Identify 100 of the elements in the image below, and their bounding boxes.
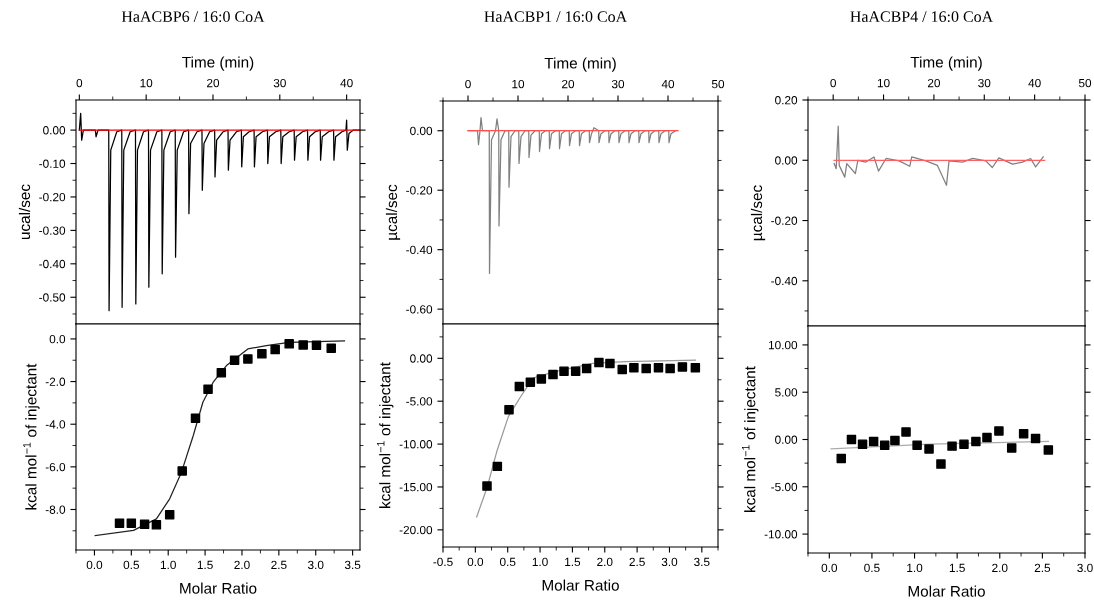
y-axis-title: kcal mol$^{−1}$ of injectant bbox=[23, 363, 40, 510]
point bbox=[959, 439, 969, 449]
point bbox=[270, 344, 280, 355]
chart-title: HaACBP6 / 16:0 CoA bbox=[121, 11, 265, 23]
point bbox=[912, 440, 922, 450]
y-tick-label: -15.00 bbox=[399, 483, 433, 492]
x-tick-label: 0 bbox=[465, 79, 471, 89]
y-tick-label: -10.00 bbox=[764, 530, 798, 539]
y-tick-label: 0.20 bbox=[775, 96, 798, 105]
y-tick-label: -0.20 bbox=[39, 192, 66, 202]
x-axis-title: Time (min) bbox=[910, 56, 982, 71]
x-tick-label: 3.5 bbox=[694, 557, 710, 567]
y-tick-label: -5.00 bbox=[406, 397, 433, 406]
point bbox=[868, 436, 879, 447]
point bbox=[536, 374, 547, 384]
y-tick-label: -20.00 bbox=[399, 525, 433, 535]
point bbox=[229, 355, 240, 365]
y-tick-label: 0.00 bbox=[775, 156, 798, 165]
point bbox=[641, 363, 651, 374]
point bbox=[504, 405, 514, 415]
x-tick-label: 2.0 bbox=[234, 560, 250, 570]
x-tick-label: 10 bbox=[512, 79, 525, 89]
point bbox=[653, 362, 664, 373]
point bbox=[971, 436, 981, 447]
x-tick-label: 0.5 bbox=[123, 560, 140, 570]
point bbox=[901, 427, 911, 437]
point bbox=[629, 362, 639, 373]
y-tick-label: 0.00 bbox=[775, 435, 798, 444]
point bbox=[126, 518, 137, 528]
x-tick-label: 20 bbox=[927, 78, 941, 88]
point bbox=[836, 453, 846, 464]
point bbox=[216, 368, 227, 378]
x-tick-label: 30 bbox=[273, 78, 286, 88]
point bbox=[514, 381, 525, 392]
point bbox=[605, 358, 615, 369]
line-series bbox=[476, 359, 696, 518]
point bbox=[594, 357, 604, 368]
y-tick-label: -0.20 bbox=[406, 186, 433, 195]
x-axis-title: Time (min) bbox=[182, 56, 254, 71]
x-tick-label: 50 bbox=[711, 79, 725, 89]
y-tick-label: -0.50 bbox=[39, 293, 66, 302]
y-tick-label: -0.40 bbox=[771, 276, 798, 286]
y-axis-title: µcal/sec bbox=[385, 184, 401, 240]
point bbox=[617, 364, 627, 375]
x-tick-label: 0 bbox=[76, 78, 83, 88]
y-tick-label: -10.00 bbox=[399, 440, 433, 449]
y-tick-label: -5.00 bbox=[771, 482, 798, 492]
x-tick-label: 0.5 bbox=[864, 563, 880, 573]
point bbox=[890, 435, 900, 446]
point bbox=[1006, 443, 1017, 453]
x-axis-title: Molar Ratio bbox=[542, 579, 619, 591]
point bbox=[326, 343, 336, 354]
y-tick-label: 0.00 bbox=[410, 126, 433, 136]
x-tick-label: 10 bbox=[877, 78, 890, 88]
y-tick-label: 5.00 bbox=[775, 388, 798, 397]
x-tick-label: 3.0 bbox=[661, 557, 678, 567]
point bbox=[139, 519, 150, 529]
chart-title: HaACBP4 / 16:0 CoA bbox=[850, 11, 994, 23]
y-tick-label: -0.60 bbox=[406, 305, 433, 314]
x-tick-label: 2.5 bbox=[271, 560, 287, 570]
point bbox=[581, 363, 592, 374]
point bbox=[151, 520, 162, 530]
x-tick-label: -0.5 bbox=[433, 557, 453, 567]
y-tick-label: -8.0 bbox=[45, 505, 66, 514]
y-tick-label: -6.0 bbox=[45, 462, 66, 472]
x-tick-label: 1.0 bbox=[532, 557, 548, 567]
x-tick-label: 1.5 bbox=[197, 560, 213, 570]
x-tick-label: 3.0 bbox=[1077, 563, 1093, 573]
x-tick-label: 1.0 bbox=[907, 563, 923, 573]
y-tick-label: -0.30 bbox=[39, 226, 66, 235]
point bbox=[525, 377, 536, 388]
y-tick-label: -0.40 bbox=[406, 245, 433, 255]
x-tick-label: 0.0 bbox=[86, 560, 103, 570]
y-tick-label: -0.20 bbox=[771, 216, 798, 225]
point bbox=[311, 340, 322, 351]
y-tick-label: -4.0 bbox=[45, 420, 66, 429]
x-axis-title: Molar Ratio bbox=[180, 582, 257, 594]
x-tick-label: 0 bbox=[830, 78, 836, 88]
x-tick-label: 40 bbox=[661, 79, 675, 89]
y-tick-label: 0.00 bbox=[410, 354, 433, 363]
x-tick-label: 40 bbox=[340, 78, 353, 88]
x-tick-label: 2.0 bbox=[992, 563, 1008, 573]
point bbox=[570, 366, 581, 376]
point bbox=[846, 434, 857, 445]
y-axis-title: kcal mol$^{−1}$ of injectant bbox=[742, 366, 759, 512]
point bbox=[665, 363, 675, 374]
point bbox=[857, 439, 868, 449]
point bbox=[1018, 429, 1029, 439]
x-tick-label: 30 bbox=[611, 79, 625, 89]
y-tick-label: -2.0 bbox=[45, 377, 66, 386]
line-series bbox=[94, 340, 346, 537]
point bbox=[677, 362, 688, 372]
point bbox=[690, 362, 701, 373]
point bbox=[482, 481, 492, 491]
y-tick-label: 10.00 bbox=[768, 340, 798, 350]
chart-title: HaACBP1 / 16:0 CoA bbox=[484, 11, 628, 23]
point bbox=[190, 413, 201, 423]
x-tick-label: 0.0 bbox=[467, 557, 484, 567]
line-series bbox=[833, 125, 1044, 186]
point bbox=[936, 459, 946, 469]
